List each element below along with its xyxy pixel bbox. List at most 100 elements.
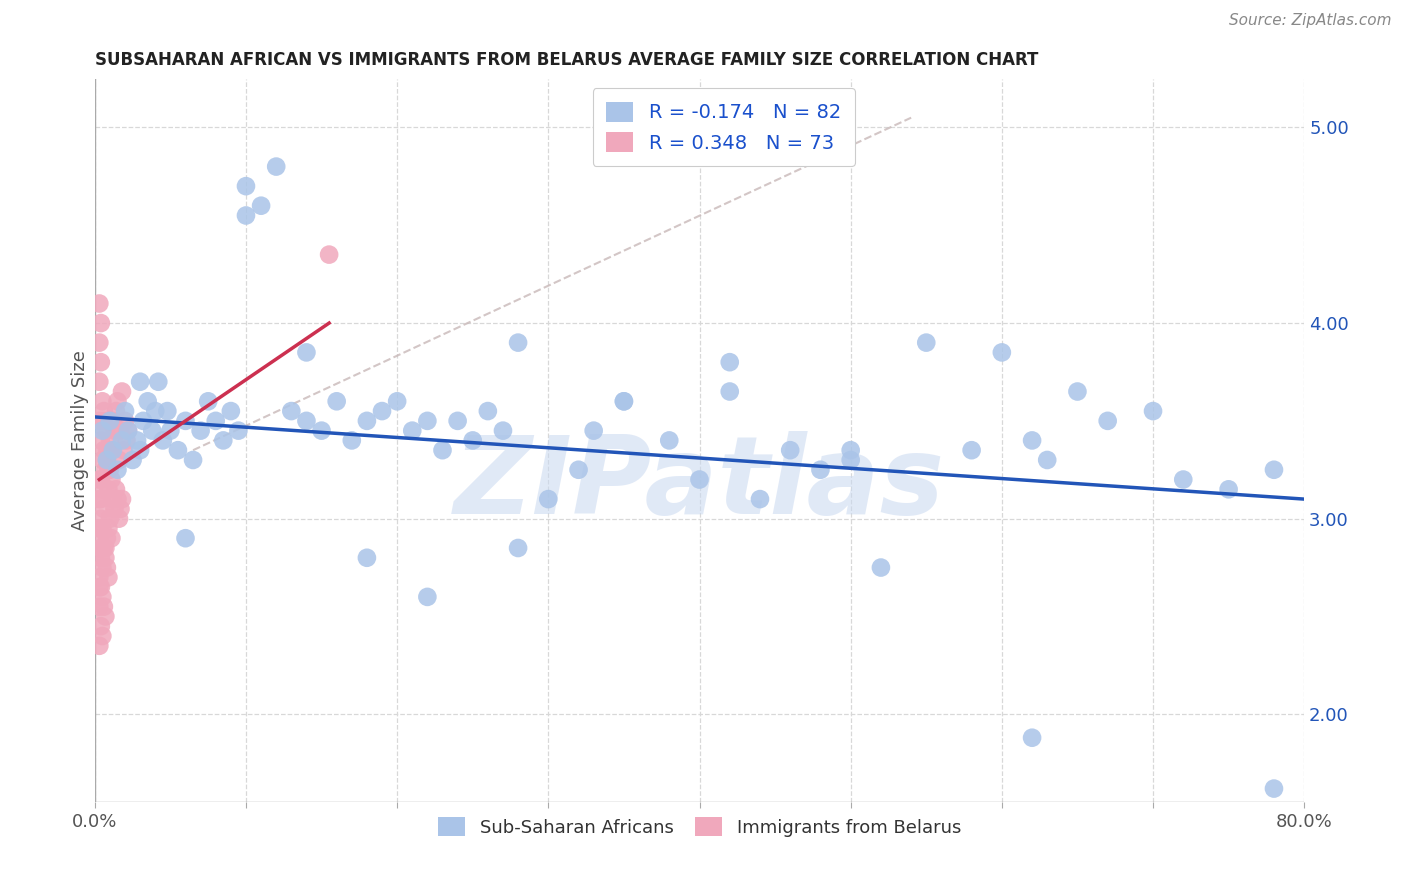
- Point: [718, 384, 741, 399]
- Point: [1021, 731, 1043, 745]
- Point: [915, 335, 938, 350]
- Point: [103, 501, 125, 516]
- Point: [93, 414, 115, 428]
- Point: [235, 179, 257, 194]
- Point: [91, 521, 114, 535]
- Point: [112, 443, 135, 458]
- Point: [90, 434, 112, 448]
- Point: [117, 424, 139, 438]
- Point: [98, 414, 121, 428]
- Point: [432, 443, 454, 458]
- Point: [93, 443, 115, 458]
- Point: [506, 541, 529, 555]
- Text: Source: ZipAtlas.com: Source: ZipAtlas.com: [1229, 13, 1392, 29]
- Point: [100, 473, 122, 487]
- Point: [295, 345, 318, 359]
- Point: [93, 404, 115, 418]
- Point: [779, 443, 801, 458]
- Point: [94, 424, 117, 438]
- Point: [90, 541, 112, 555]
- Point: [870, 560, 893, 574]
- Point: [89, 335, 111, 350]
- Point: [1021, 434, 1043, 448]
- Point: [311, 424, 333, 438]
- Point: [115, 434, 138, 448]
- Point: [235, 209, 257, 223]
- Point: [114, 414, 136, 428]
- Point: [91, 424, 114, 438]
- Point: [104, 404, 127, 418]
- Point: [100, 531, 122, 545]
- Point: [97, 521, 120, 535]
- Point: [89, 414, 111, 428]
- Point: [96, 560, 118, 574]
- Point: [1218, 483, 1240, 497]
- Point: [91, 629, 114, 643]
- Point: [749, 492, 772, 507]
- Point: [810, 463, 832, 477]
- Point: [401, 424, 423, 438]
- Point: [121, 453, 143, 467]
- Point: [839, 453, 862, 467]
- Point: [461, 434, 484, 448]
- Point: [93, 501, 115, 516]
- Point: [416, 414, 439, 428]
- Point: [613, 394, 636, 409]
- Point: [295, 414, 318, 428]
- Point: [89, 531, 111, 545]
- Point: [107, 492, 129, 507]
- Point: [960, 443, 983, 458]
- Point: [97, 570, 120, 584]
- Point: [136, 394, 159, 409]
- Point: [104, 483, 127, 497]
- Point: [1036, 453, 1059, 467]
- Text: SUBSAHARAN AFRICAN VS IMMIGRANTS FROM BELARUS AVERAGE FAMILY SIZE CORRELATION CH: SUBSAHARAN AFRICAN VS IMMIGRANTS FROM BE…: [94, 51, 1038, 69]
- Text: ZIPatlas: ZIPatlas: [454, 431, 945, 537]
- Point: [1142, 404, 1164, 418]
- Point: [90, 316, 112, 330]
- Y-axis label: Average Family Size: Average Family Size: [72, 350, 89, 531]
- Point: [100, 443, 122, 458]
- Point: [89, 599, 111, 614]
- Point: [446, 414, 468, 428]
- Point: [718, 355, 741, 369]
- Point: [141, 424, 163, 438]
- Point: [129, 375, 152, 389]
- Point: [94, 541, 117, 555]
- Point: [250, 199, 273, 213]
- Point: [94, 550, 117, 565]
- Point: [89, 570, 111, 584]
- Point: [91, 560, 114, 574]
- Point: [96, 453, 118, 467]
- Point: [90, 473, 112, 487]
- Point: [114, 404, 136, 418]
- Point: [371, 404, 394, 418]
- Point: [197, 394, 219, 409]
- Point: [567, 463, 589, 477]
- Point: [89, 375, 111, 389]
- Point: [658, 434, 681, 448]
- Point: [325, 394, 347, 409]
- Point: [90, 511, 112, 525]
- Point: [264, 160, 287, 174]
- Point: [174, 414, 197, 428]
- Point: [101, 414, 124, 428]
- Point: [98, 463, 121, 477]
- Point: [91, 483, 114, 497]
- Point: [96, 531, 118, 545]
- Point: [89, 580, 111, 594]
- Point: [143, 404, 166, 418]
- Point: [132, 414, 155, 428]
- Point: [356, 550, 378, 565]
- Point: [111, 384, 134, 399]
- Point: [212, 434, 235, 448]
- Point: [96, 443, 118, 458]
- Point: [97, 483, 120, 497]
- Point: [416, 590, 439, 604]
- Point: [107, 463, 129, 477]
- Point: [1173, 473, 1195, 487]
- Point: [94, 609, 117, 624]
- Point: [159, 424, 181, 438]
- Point: [219, 404, 242, 418]
- Point: [103, 424, 125, 438]
